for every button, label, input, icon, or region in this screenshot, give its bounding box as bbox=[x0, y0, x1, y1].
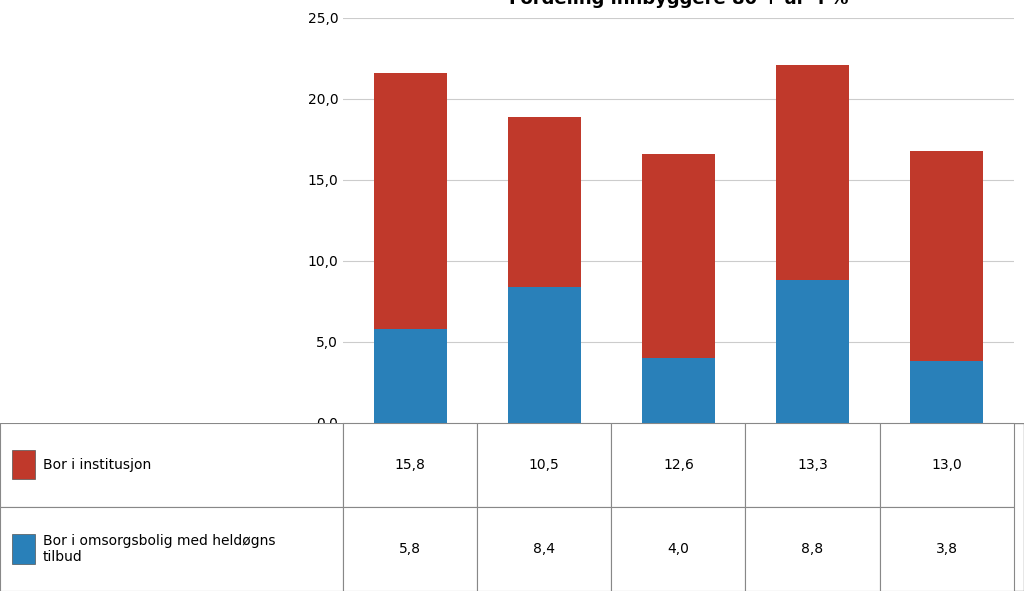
Bar bbox=[642, 358, 715, 423]
Text: 10,5: 10,5 bbox=[528, 457, 560, 472]
Text: 15,8: 15,8 bbox=[394, 457, 426, 472]
Bar bbox=[343, 423, 477, 507]
Bar bbox=[374, 329, 447, 423]
Bar bbox=[909, 151, 983, 361]
Text: 13,0: 13,0 bbox=[931, 457, 963, 472]
Bar bbox=[775, 280, 849, 423]
Bar bbox=[745, 507, 880, 591]
Bar bbox=[909, 361, 983, 423]
Bar bbox=[745, 423, 880, 507]
Bar bbox=[343, 507, 477, 591]
Text: 3,8: 3,8 bbox=[936, 542, 957, 556]
Bar bbox=[611, 507, 745, 591]
Text: 5,8: 5,8 bbox=[399, 542, 421, 556]
Text: 8,8: 8,8 bbox=[802, 542, 823, 556]
Bar bbox=[642, 154, 715, 358]
Bar bbox=[611, 423, 745, 507]
Bar bbox=[0, 507, 343, 591]
Text: Bor i institusjon: Bor i institusjon bbox=[43, 457, 152, 472]
Bar bbox=[374, 73, 447, 329]
Bar bbox=[775, 64, 849, 280]
Bar bbox=[880, 423, 1014, 507]
Bar bbox=[880, 507, 1014, 591]
Bar bbox=[508, 287, 582, 423]
Text: 12,6: 12,6 bbox=[663, 457, 694, 472]
Bar bbox=[508, 116, 582, 287]
Bar bbox=[12, 450, 35, 479]
Bar bbox=[477, 423, 611, 507]
Bar bbox=[12, 534, 35, 564]
Text: 4,0: 4,0 bbox=[668, 542, 689, 556]
Bar bbox=[477, 507, 611, 591]
Text: 13,3: 13,3 bbox=[797, 457, 828, 472]
Title: Fordeling innbyggere 80 + år  i %: Fordeling innbyggere 80 + år i % bbox=[509, 0, 848, 8]
Bar bbox=[0, 423, 343, 507]
Text: 8,4: 8,4 bbox=[534, 542, 555, 556]
Text: Bor i omsorgsbolig med heldøgns
tilbud: Bor i omsorgsbolig med heldøgns tilbud bbox=[43, 534, 275, 564]
